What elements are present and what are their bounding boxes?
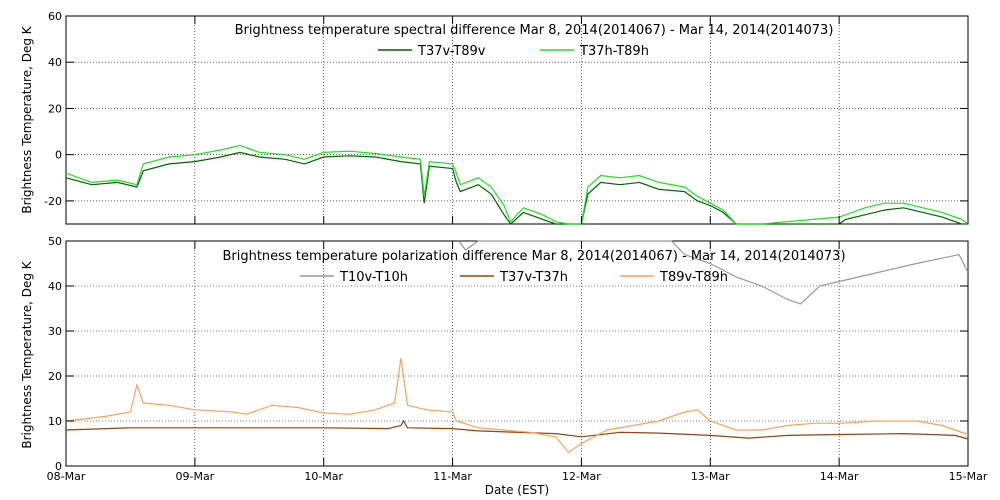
spectral-difference-panel: -20 0 20 40 60 Brightness temperature spectr…: [20, 10, 969, 225]
y-tick-label: 60: [48, 10, 62, 23]
x-tick-label: 12-Mar: [562, 470, 601, 483]
spectral-grid: [66, 16, 968, 224]
spectral-y-axis-title: Brightness Temperature, Deg K: [20, 25, 34, 213]
spectral-legend: T37v-T89v T37h-T89h: [378, 44, 649, 59]
y-tick-label: 0: [55, 149, 62, 162]
legend-label-t37v-t37h: T37v-T37h: [499, 270, 568, 285]
legend-label-t10v-t10h: T10v-T10h: [339, 270, 408, 285]
x-tick-label: 13-Mar: [691, 470, 730, 483]
series-line-t37h-t89h: [65, 144, 969, 225]
y-tick-label: 20: [48, 370, 62, 383]
polarization-difference-panel: 0 10 20 30 40 50 Brightness temperature polar…: [20, 235, 969, 473]
y-tick-label: 50: [48, 235, 62, 248]
series-line-t37v-t37h: [65, 419, 969, 440]
y-tick-label: 40: [48, 56, 62, 69]
x-tick-label: 14-Mar: [820, 470, 859, 483]
x-tick-label: 11-Mar: [433, 470, 472, 483]
spectral-y-ticks: -20 0 20 40 60: [44, 10, 969, 224]
x-axis-ticks: 08-Mar 09-Mar 10-Mar 11-Mar 12-Mar 13-Mar 14-M…: [47, 470, 988, 483]
y-tick-label: 10: [48, 415, 62, 428]
legend-label-t37v-t89v: T37v-T89v: [417, 44, 486, 59]
x-axis-title: Date (EST): [485, 483, 549, 497]
spectral-plot-frame: [65, 15, 969, 225]
series-line-t89v-t89h: [65, 357, 969, 454]
x-tick-label: 09-Mar: [175, 470, 214, 483]
y-tick-label: 30: [48, 325, 62, 338]
polarization-y-ticks: 0 10 20 30 40 50: [48, 235, 969, 473]
series-line-t37v-t89v: [65, 151, 968, 225]
spectral-series-group: [65, 144, 969, 225]
x-tick-label: 10-Mar: [304, 470, 343, 483]
y-tick-label: -20: [44, 195, 62, 208]
series-line-t10v-t10h: [458, 240, 969, 305]
legend-label-t89v-t89h: T89v-T89h: [659, 270, 728, 285]
polarization-chart-title: Brightness temperature polarization diff…: [222, 249, 845, 264]
y-tick-label: 20: [48, 102, 62, 115]
x-tick-label: 15-Mar: [949, 470, 988, 483]
x-tick-label: 08-Mar: [47, 470, 86, 483]
legend-label-t37h-t89h: T37h-T89h: [579, 44, 649, 59]
polarization-grid: [66, 241, 968, 466]
spectral-chart-title: Brightness temperature spectral differen…: [235, 23, 834, 38]
polarization-series-group: [65, 240, 969, 454]
polarization-legend: T10v-T10h T37v-T37h T89v-T89h: [300, 270, 728, 285]
y-tick-label: 40: [48, 280, 62, 293]
y-tick-label: 0: [55, 460, 62, 473]
polarization-y-axis-title: Brightness Temperature, Deg K: [20, 260, 34, 448]
